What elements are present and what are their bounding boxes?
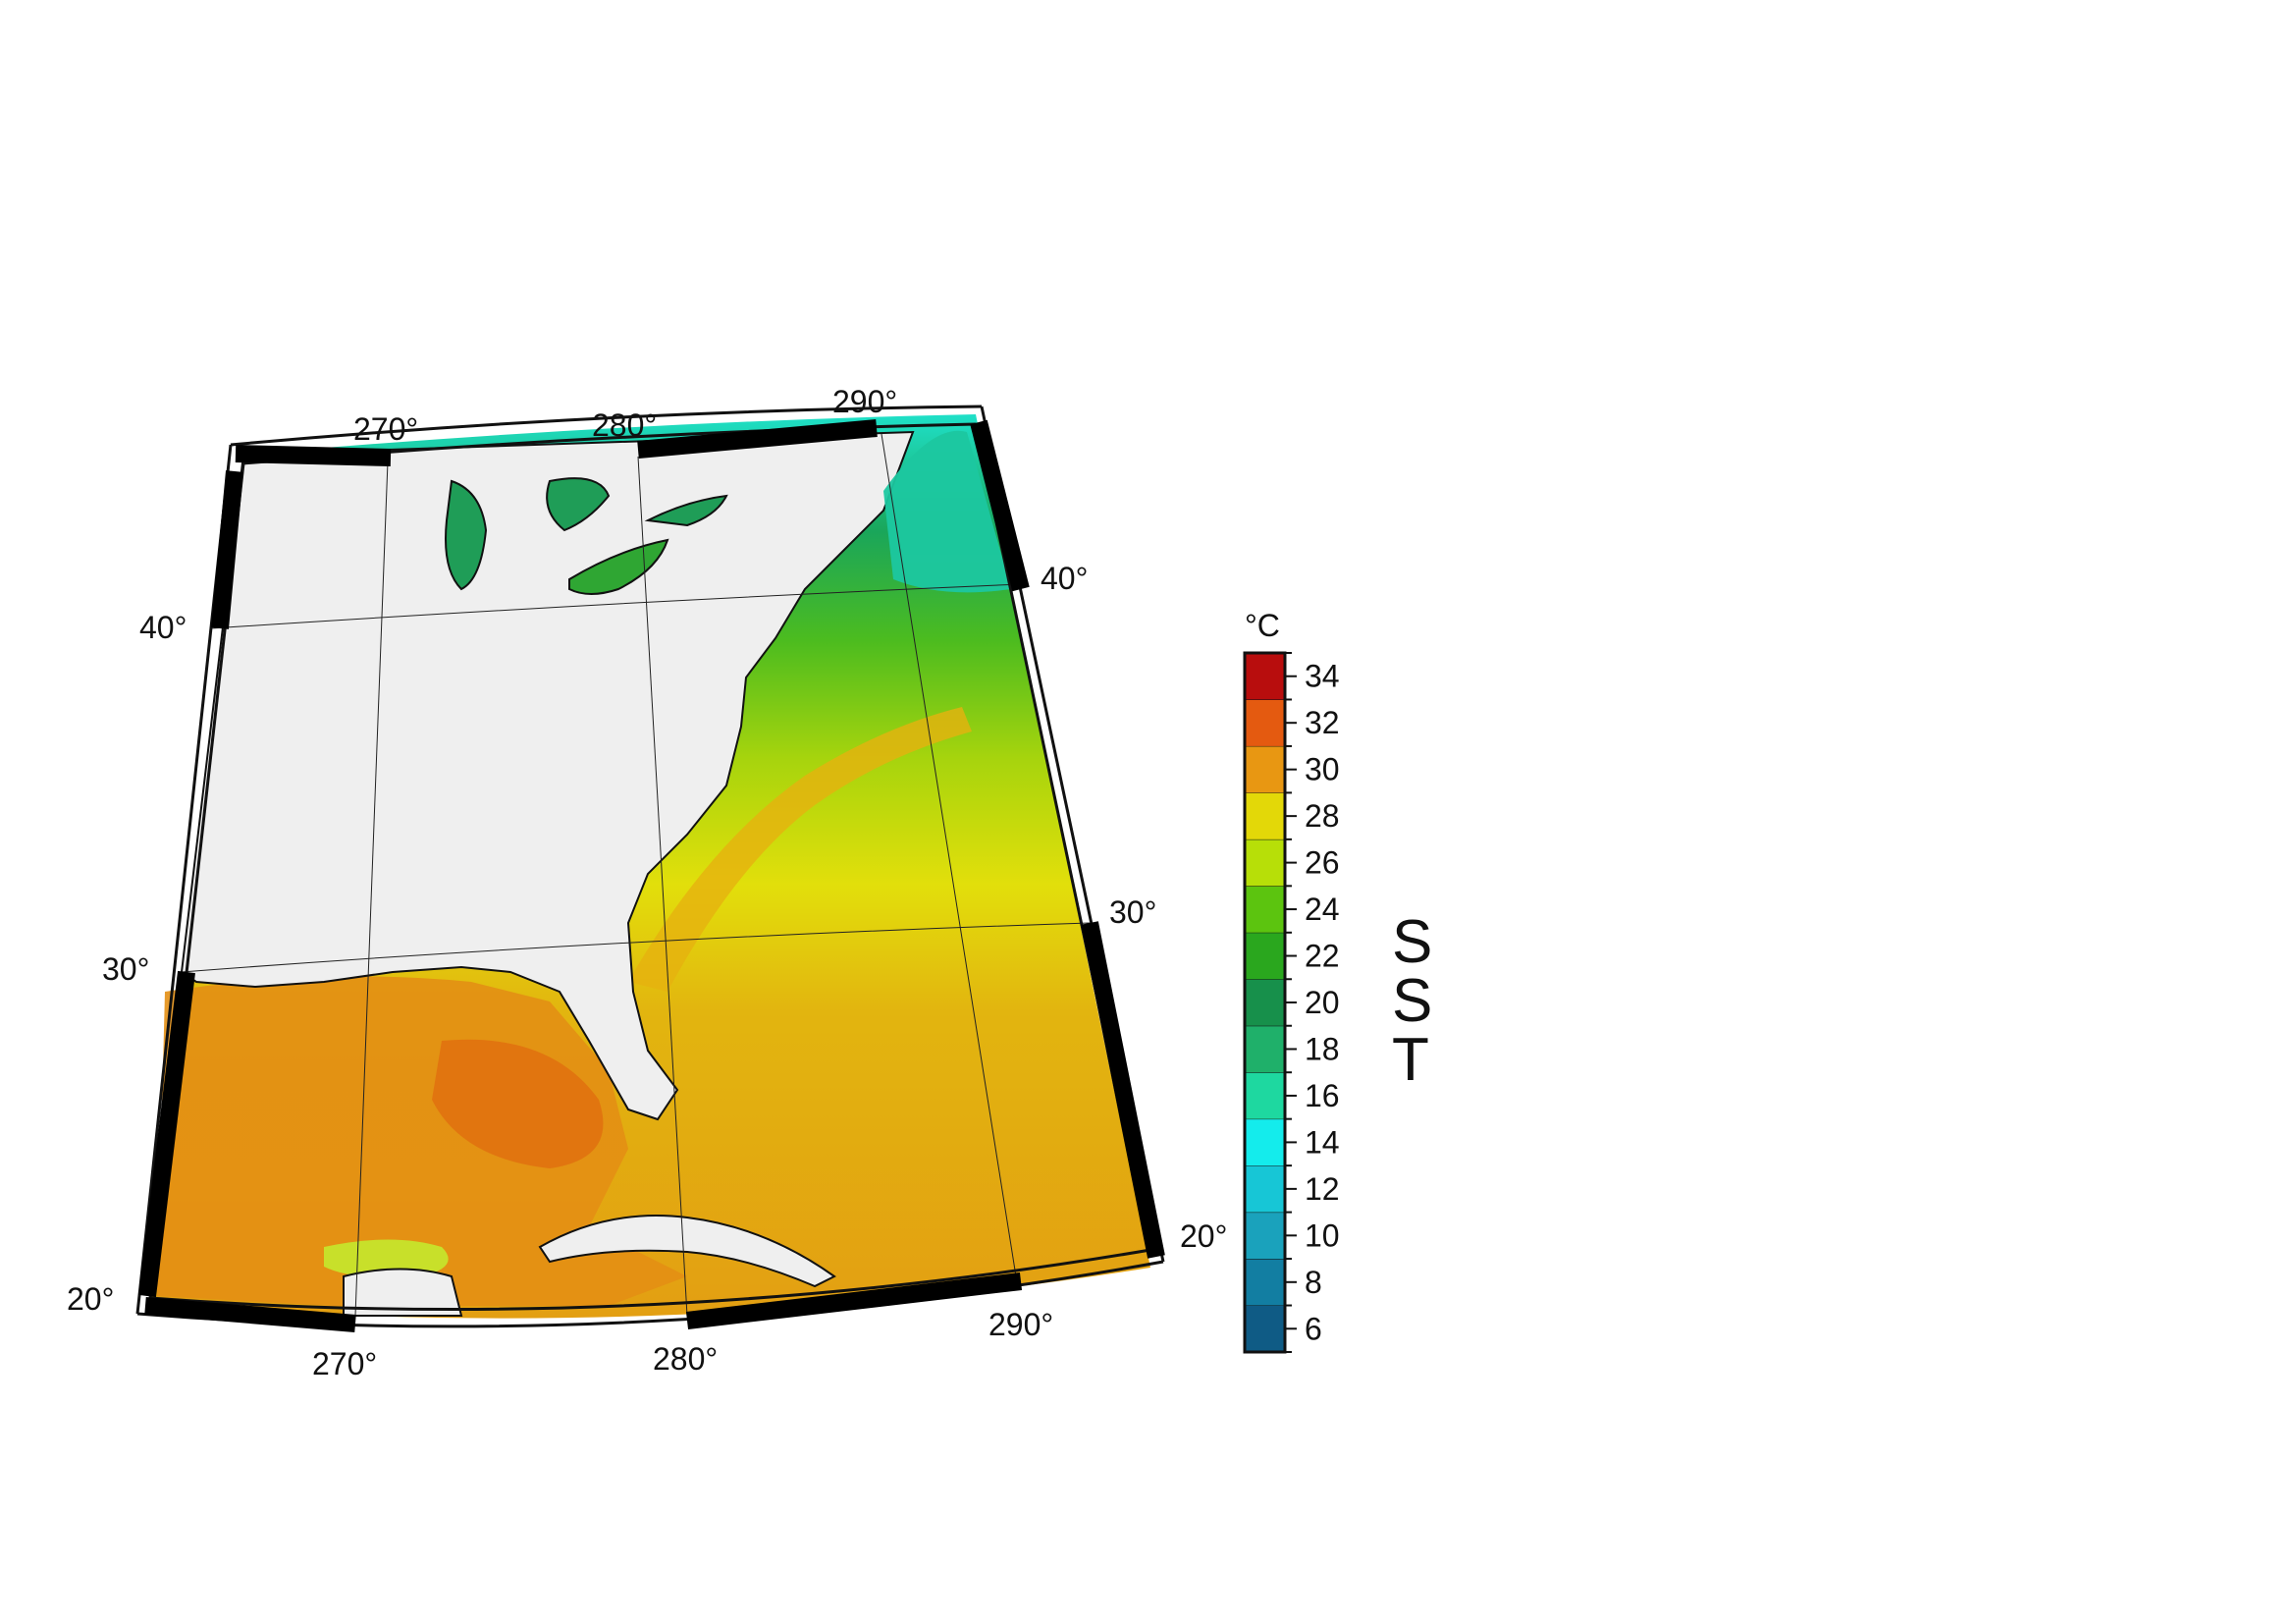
frame-left-bar-2 — [138, 970, 195, 1298]
colorbar-segment-5-7 — [1245, 1305, 1285, 1352]
frame-right-bar-1 — [970, 419, 1030, 592]
colorbar-segment-19-21 — [1245, 979, 1285, 1026]
lat-label-right-20: 20° — [1180, 1218, 1227, 1254]
graticule-lon-290 — [881, 433, 1017, 1277]
lake-michigan — [445, 479, 488, 591]
lake-huron — [546, 477, 611, 532]
lat-label-right-40: 40° — [1041, 561, 1088, 596]
lake-ontario — [644, 494, 728, 527]
colorbar-title-letter-1: S — [1392, 908, 1432, 976]
graticule-lat-30 — [181, 922, 1091, 973]
colorbar-tick-label: 14 — [1305, 1124, 1340, 1160]
colorbar-segment-17-19 — [1245, 1025, 1285, 1073]
colorbar-segment-25-27 — [1245, 839, 1285, 887]
colorbar: °C 34 32 30 28 26 24 22 20 18 16 14 12 10 8 6 S S T — [1243, 608, 1432, 1354]
colorbar-segment-33-35 — [1245, 653, 1285, 700]
colorbar-tick-label: 22 — [1305, 939, 1340, 974]
frame-right-bar-2 — [1081, 921, 1165, 1259]
gulf-of-maine-sst — [883, 430, 1011, 593]
lat-label-left-40: 40° — [139, 610, 187, 645]
yucatan-cool-patch — [324, 1239, 449, 1278]
colorbar-segment-21-23 — [1245, 932, 1285, 980]
colorbar-tick-label: 34 — [1305, 659, 1340, 694]
colorbar-segment-9-11 — [1245, 1212, 1285, 1260]
colorbar-tick-label: 26 — [1305, 845, 1340, 881]
lon-label-top-290: 290° — [832, 384, 897, 419]
gulf-hot-patch — [432, 1039, 604, 1168]
lake-erie — [568, 538, 669, 595]
map: 270° 280° 290° 270° 280° 290° 40° 30° 20… — [67, 384, 1227, 1381]
frame-bottom-inner — [149, 1248, 1151, 1312]
colorbar-tick-label: 18 — [1305, 1031, 1340, 1066]
frame-left-bar-1 — [211, 470, 243, 629]
colorbar-title-letter-2: S — [1392, 967, 1432, 1035]
colorbar-tick-label: 32 — [1305, 705, 1340, 740]
colorbar-tick-label: 28 — [1305, 798, 1340, 834]
lon-label-top-280: 280° — [592, 407, 657, 443]
colorbar-tick-label: 12 — [1305, 1171, 1340, 1207]
colorbar-segment-11-13 — [1245, 1165, 1285, 1213]
frame-top-bar-1 — [235, 445, 392, 466]
colorbar-segment-15-17 — [1245, 1072, 1285, 1119]
lat-label-right-30: 30° — [1109, 894, 1156, 930]
frame-top-bar-2 — [637, 419, 878, 459]
colorbar-segments — [1245, 652, 1285, 1352]
colorbar-segment-29-31 — [1245, 745, 1285, 793]
graticule — [181, 433, 1091, 1317]
colorbar-tick-label: 10 — [1305, 1217, 1340, 1253]
lat-label-left-30: 30° — [102, 951, 149, 987]
lon-label-top-270: 270° — [353, 411, 418, 447]
land-yucatan — [343, 1268, 463, 1317]
lon-label-bottom-290: 290° — [988, 1307, 1053, 1342]
colorbar-unit: °C — [1245, 608, 1280, 643]
graticule-lat-40 — [210, 583, 1022, 629]
gulf-of-mexico-sst — [157, 976, 687, 1306]
lon-label-bottom-270: 270° — [312, 1346, 377, 1381]
colorbar-tick-label: 8 — [1305, 1265, 1322, 1300]
colorbar-tick-label: 24 — [1305, 892, 1340, 927]
graticule-lon-270 — [354, 460, 389, 1317]
colorbar-ticks: 34 32 30 28 26 24 22 20 18 16 14 12 10 8 6 — [1285, 652, 1340, 1353]
lon-label-bottom-280: 280° — [653, 1341, 718, 1377]
gulf-stream — [628, 707, 972, 992]
colorbar-segment-31-33 — [1245, 699, 1285, 746]
land-north-america — [180, 430, 915, 1121]
frame-bottom-bar-1 — [144, 1297, 356, 1332]
land-cuba — [538, 1215, 836, 1288]
colorbar-segment-23-25 — [1245, 886, 1285, 933]
colorbar-tick-label: 6 — [1305, 1311, 1322, 1346]
colorbar-tick-label: 16 — [1305, 1078, 1340, 1113]
frame-top-outer — [230, 405, 983, 447]
colorbar-tick-label: 30 — [1305, 752, 1340, 787]
colorbar-segment-27-29 — [1245, 792, 1285, 839]
frame-bottom-bar-2 — [685, 1272, 1023, 1329]
colorbar-tick-label: 20 — [1305, 985, 1340, 1020]
colorbar-segment-7-9 — [1245, 1259, 1285, 1306]
colorbar-segment-13-15 — [1245, 1118, 1285, 1166]
colorbar-title-letter-3: T — [1392, 1026, 1429, 1094]
map-frame — [135, 405, 1165, 1332]
lat-label-left-20: 20° — [67, 1281, 114, 1317]
graticule-lon-280 — [637, 456, 688, 1317]
